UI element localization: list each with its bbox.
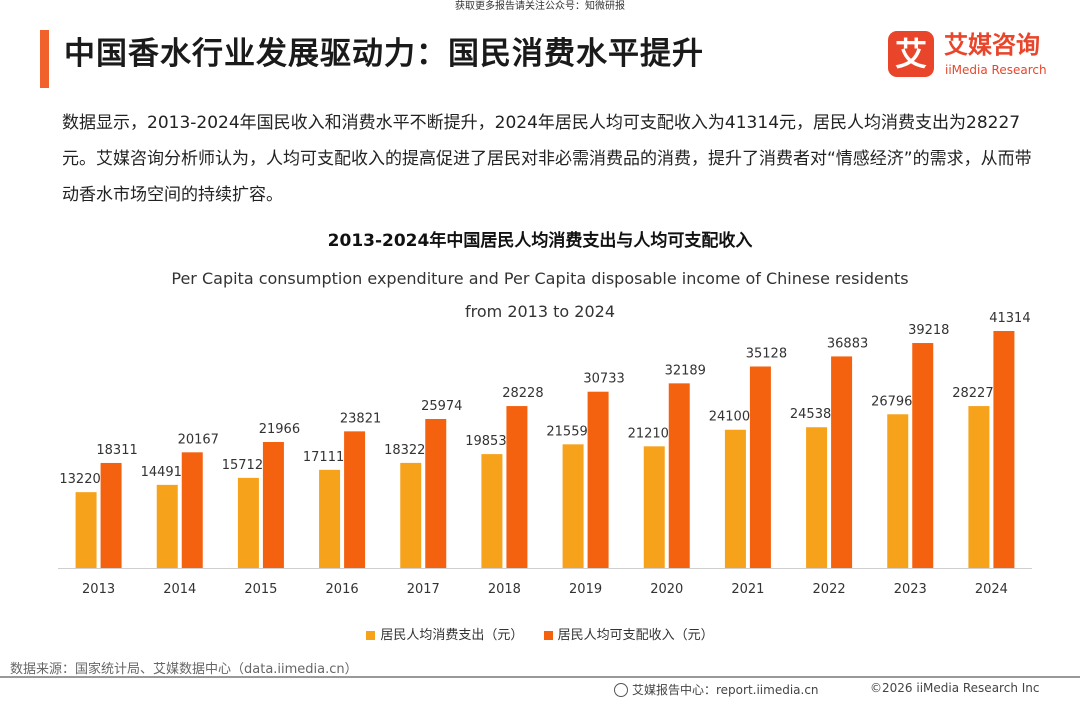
data-label-consumption-2022: 24538 [790,407,831,422]
data-label-consumption-2020: 21210 [628,426,669,441]
chart-subtitle-line1: Per Capita consumption expenditure and P… [171,269,909,288]
x-tick-label-2019: 2019 [569,582,602,597]
logo-name-en: iiMedia Research [945,63,1047,77]
summary-paragraph: 数据显示，2013-2024年国民收入和消费水平不断提升，2024年居民人均可支… [62,113,1032,205]
bar-consumption-2020 [643,446,665,568]
bar-consumption-2022 [806,427,828,568]
logo-mark-icon: 艾 [888,31,934,77]
bar-consumption-2013 [75,492,97,568]
chart-title: 2013-2024年中国居民人均消费支出与人均可支配收入 [327,231,753,251]
globe-icon [614,683,628,697]
x-tick-label-2021: 2021 [731,582,764,597]
bar-income-2016 [344,431,366,568]
bar-consumption-2015 [237,477,259,568]
legend-swatch-consumption [366,631,376,640]
data-label-consumption-2018: 19853 [465,434,506,449]
data-label-income-2024: 41314 [989,311,1030,326]
bar-income-2013 [100,462,122,568]
chart-subtitle: Per Capita consumption expenditure and P… [0,262,1080,328]
data-label-income-2020: 32189 [665,363,706,378]
data-label-income-2015: 21966 [259,422,300,437]
x-tick-label-2020: 2020 [650,582,683,597]
bar-income-2020 [668,383,690,568]
data-label-income-2014: 20167 [178,432,219,447]
bar-income-2018 [506,406,528,568]
legend-swatch-income [543,631,553,640]
data-label-consumption-2013: 13220 [59,472,100,487]
data-label-consumption-2014: 14491 [141,465,182,480]
bar-income-2022 [831,356,853,568]
bar-consumption-2017 [400,462,422,568]
bar-consumption-2014 [156,484,178,568]
bar-income-2021 [749,366,771,568]
data-source-note: 数据来源：国家统计局、艾媒数据中心（data.iimedia.cn） [10,662,358,677]
x-tick-label-2015: 2015 [244,582,277,597]
title-accent-bar [40,30,49,88]
bar-consumption-2023 [887,414,909,568]
bar-consumption-2019 [562,444,584,568]
footer-report-center: 艾媒报告中心：report.iimedia.cn [614,681,819,698]
footer-copyright: ©2026 iiMedia Research Inc [870,681,1040,695]
data-label-consumption-2023: 26796 [871,394,912,409]
data-label-income-2018: 28228 [502,386,543,401]
chart-legend: 居民人均消费支出（元） 居民人均可支配收入（元） [0,624,1080,643]
bar-income-2017 [425,418,447,568]
x-tick-label-2017: 2017 [407,582,440,597]
legend-label-consumption: 居民人均消费支出（元） [380,628,524,643]
x-tick-label-2018: 2018 [488,582,521,597]
data-label-income-2017: 25974 [421,399,462,414]
x-tick-label-2024: 2024 [975,582,1008,597]
data-label-income-2023: 39218 [908,323,949,338]
chart-subtitle-line2: from 2013 to 2024 [465,302,615,321]
footer-divider [0,676,1080,678]
data-label-income-2021: 35128 [746,346,787,361]
top-note: 获取更多报告请关注公众号：知微研报 [455,1,625,12]
data-label-consumption-2015: 15712 [222,458,263,473]
x-tick-label-2022: 2022 [813,582,846,597]
data-label-income-2013: 18311 [96,443,137,458]
bar-consumption-2016 [319,469,341,568]
data-label-consumption-2017: 18322 [384,443,425,458]
x-tick-label-2016: 2016 [326,582,359,597]
bar-income-2015 [262,441,284,568]
data-label-consumption-2019: 21559 [546,424,587,439]
data-label-consumption-2024: 28227 [952,386,993,401]
legend-item-income: 居民人均可支配收入（元） [543,624,714,643]
bar-income-2019 [587,391,609,568]
x-tick-label-2023: 2023 [894,582,927,597]
legend-item-consumption: 居民人均消费支出（元） [366,624,523,643]
x-tick-label-2013: 2013 [82,582,115,597]
footer-report-link: 艾媒报告中心：report.iimedia.cn [632,683,819,697]
x-tick-label-2014: 2014 [163,582,196,597]
bar-consumption-2018 [481,454,503,568]
data-label-income-2019: 30733 [583,372,624,387]
logo-name-cn: 艾媒咨询 [944,31,1040,59]
legend-label-income: 居民人均可支配收入（元） [557,628,714,643]
data-label-consumption-2021: 24100 [709,410,750,425]
bar-income-2014 [181,452,203,568]
brand-logo: 艾 艾媒咨询 iiMedia Research [888,31,1058,83]
data-label-income-2016: 23821 [340,411,381,426]
data-label-income-2022: 36883 [827,336,868,351]
data-label-consumption-2016: 17111 [303,450,344,465]
page-title: 中国香水行业发展驱动力：国民消费水平提升 [64,36,704,72]
bar-consumption-2021 [724,429,746,568]
bar-income-2024 [993,331,1015,568]
bar-consumption-2024 [968,406,990,568]
bar-income-2023 [912,343,934,568]
